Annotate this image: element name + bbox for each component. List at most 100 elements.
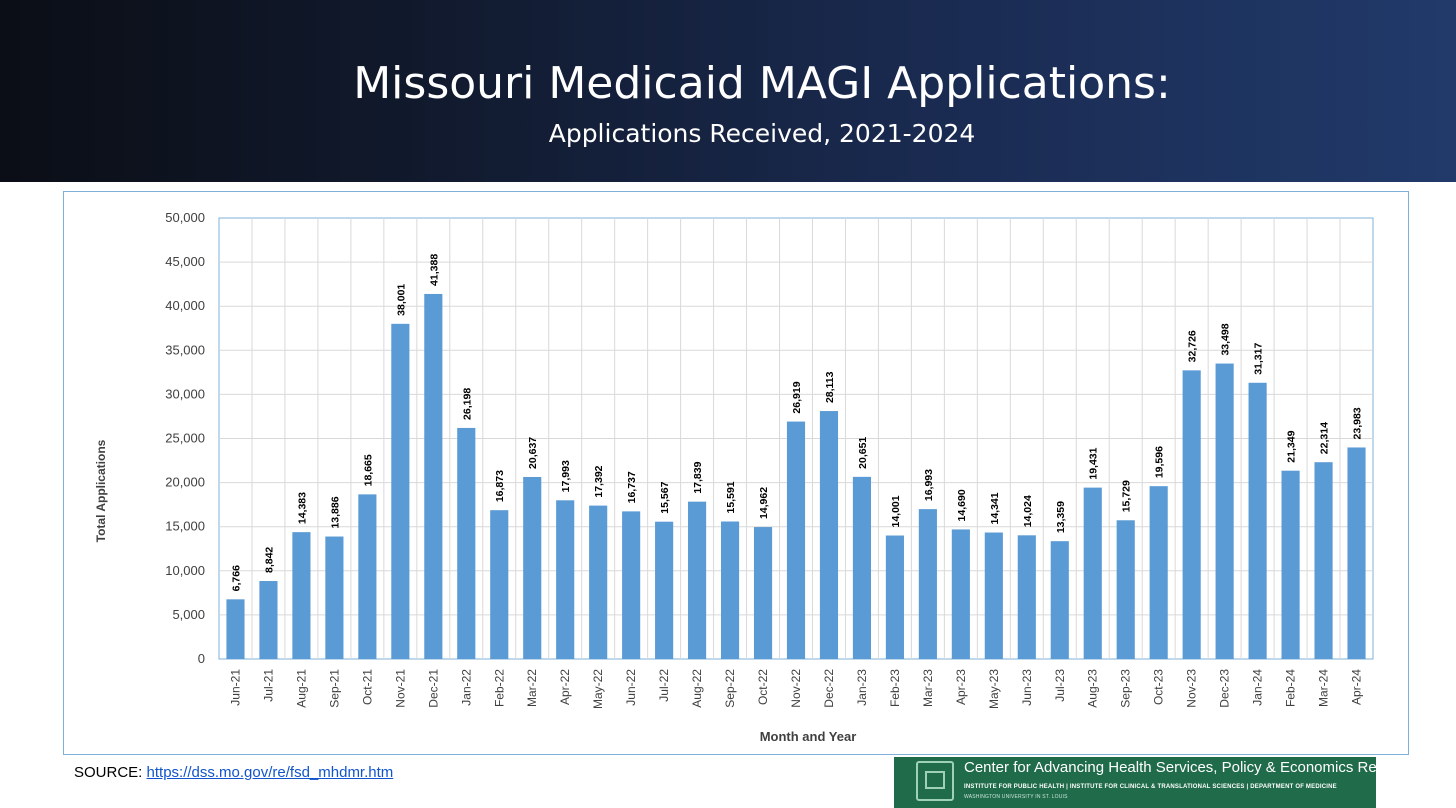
x-tick-label: Sep-22: [723, 669, 737, 708]
x-tick-label: Aug-22: [690, 669, 704, 708]
bar: [1083, 487, 1102, 659]
x-tick-label: May-22: [591, 669, 605, 709]
source-label: SOURCE:: [74, 764, 143, 781]
x-tick-label: Oct-21: [360, 669, 374, 705]
data-label: 15,729: [1121, 480, 1133, 512]
y-tick-label: 0: [198, 651, 205, 666]
x-tick-label: Jan-22: [459, 669, 473, 706]
x-tick-label: Sep-23: [1119, 669, 1133, 708]
x-tick-label: Jul-22: [657, 669, 671, 702]
bar: [1314, 462, 1333, 659]
data-label: 17,392: [593, 465, 605, 497]
x-tick-label: Jun-23: [1020, 669, 1034, 706]
bar: [984, 532, 1003, 659]
header-banner: Missouri Medicaid MAGI Applications: App…: [0, 0, 1456, 182]
bar: [292, 532, 311, 659]
bar: [589, 505, 608, 659]
x-tick-label: Dec-23: [1218, 669, 1232, 708]
bar: [523, 476, 542, 659]
x-tick-label: Aug-23: [1086, 669, 1100, 708]
bar: [1248, 382, 1267, 659]
source-note: SOURCE: https://dss.mo.gov/re/fsd_mhdmr.…: [74, 764, 393, 781]
bar: [358, 494, 377, 659]
y-tick-label: 10,000: [165, 563, 205, 578]
bar: [325, 536, 344, 659]
y-tick-label: 25,000: [165, 431, 205, 446]
bar: [490, 510, 509, 659]
x-tick-label: Nov-21: [393, 669, 407, 708]
data-label: 14,962: [758, 487, 770, 519]
bar: [1017, 535, 1036, 659]
x-axis-title: Month and Year: [760, 729, 857, 744]
bar: [655, 521, 674, 659]
logo-university: WASHINGTON UNIVERSITY IN ST. LOUIS: [964, 794, 1068, 800]
logo-name: Center for Advancing Health Services, Po…: [964, 759, 1422, 776]
bar: [753, 527, 773, 659]
data-label: 8,842: [263, 547, 275, 573]
data-label: 26,919: [791, 381, 803, 413]
x-tick-label: Oct-22: [756, 669, 770, 705]
page-subtitle: Applications Received, 2021-2024: [548, 119, 976, 148]
bar: [1281, 470, 1300, 659]
x-tick-label: Jan-24: [1251, 669, 1265, 706]
x-tick-label: Jan-23: [855, 669, 869, 706]
y-tick-label: 50,000: [165, 210, 205, 225]
data-label: 6,766: [230, 565, 242, 591]
data-label: 15,591: [725, 481, 737, 513]
data-label: 16,873: [494, 470, 506, 502]
x-tick-label: Apr-22: [558, 669, 572, 705]
y-tick-label: 45,000: [165, 254, 205, 269]
data-label: 14,383: [296, 492, 308, 524]
y-tick-label: 40,000: [165, 298, 205, 313]
data-label: 15,567: [659, 481, 671, 513]
x-tick-label: Mar-22: [525, 669, 539, 707]
data-label: 16,737: [626, 471, 638, 503]
data-label: 28,113: [824, 371, 836, 403]
x-tick-label: Jul-21: [261, 669, 275, 702]
bar: [885, 535, 904, 659]
x-tick-label: Oct-23: [1152, 669, 1166, 705]
x-tick-label: Mar-23: [921, 669, 935, 707]
data-label: 20,637: [527, 437, 539, 469]
bar: [424, 293, 443, 659]
y-axis-title: Total Applications: [94, 439, 108, 542]
data-label: 41,388: [428, 254, 440, 286]
bar: [259, 581, 278, 659]
x-tick-label: Apr-24: [1350, 669, 1364, 705]
x-tick-label: May-23: [987, 669, 1001, 709]
data-label: 13,886: [329, 496, 341, 528]
x-tick-label: Aug-21: [294, 669, 308, 708]
page-title: Missouri Medicaid MAGI Applications:: [353, 58, 1171, 109]
source-link[interactable]: https://dss.mo.gov/re/fsd_mhdmr.htm: [146, 764, 394, 781]
bar: [1050, 541, 1069, 659]
bar: [622, 511, 641, 659]
data-label: 19,431: [1088, 447, 1100, 479]
bar: [688, 501, 707, 659]
bar: [457, 427, 476, 659]
bar: [1116, 520, 1135, 659]
data-label: 20,651: [857, 437, 869, 469]
data-label: 14,341: [989, 492, 1001, 524]
y-tick-label: 20,000: [165, 475, 205, 490]
data-label: 23,983: [1352, 407, 1364, 439]
bar: [556, 500, 575, 659]
shield-icon: [916, 761, 954, 801]
data-label: 19,596: [1154, 446, 1166, 478]
bar: [1347, 447, 1366, 659]
y-tick-label: 5,000: [172, 607, 205, 622]
bar: [1149, 486, 1168, 659]
bar: [226, 599, 245, 659]
y-tick-label: 35,000: [165, 342, 205, 357]
center-logo: Center for Advancing Health Services, Po…: [894, 757, 1422, 808]
x-tick-label: Jun-21: [228, 669, 242, 706]
bar: [720, 521, 740, 659]
x-tick-label: Nov-23: [1185, 669, 1199, 708]
logo-tagline: INSTITUTE FOR PUBLIC HEALTH | INSTITUTE …: [964, 784, 1337, 790]
data-label: 31,317: [1253, 343, 1265, 375]
bar: [819, 411, 839, 659]
y-tick-label: 30,000: [165, 386, 205, 401]
bar: [391, 323, 410, 659]
x-tick-label: Sep-21: [327, 669, 341, 708]
data-label: 32,726: [1187, 330, 1199, 362]
